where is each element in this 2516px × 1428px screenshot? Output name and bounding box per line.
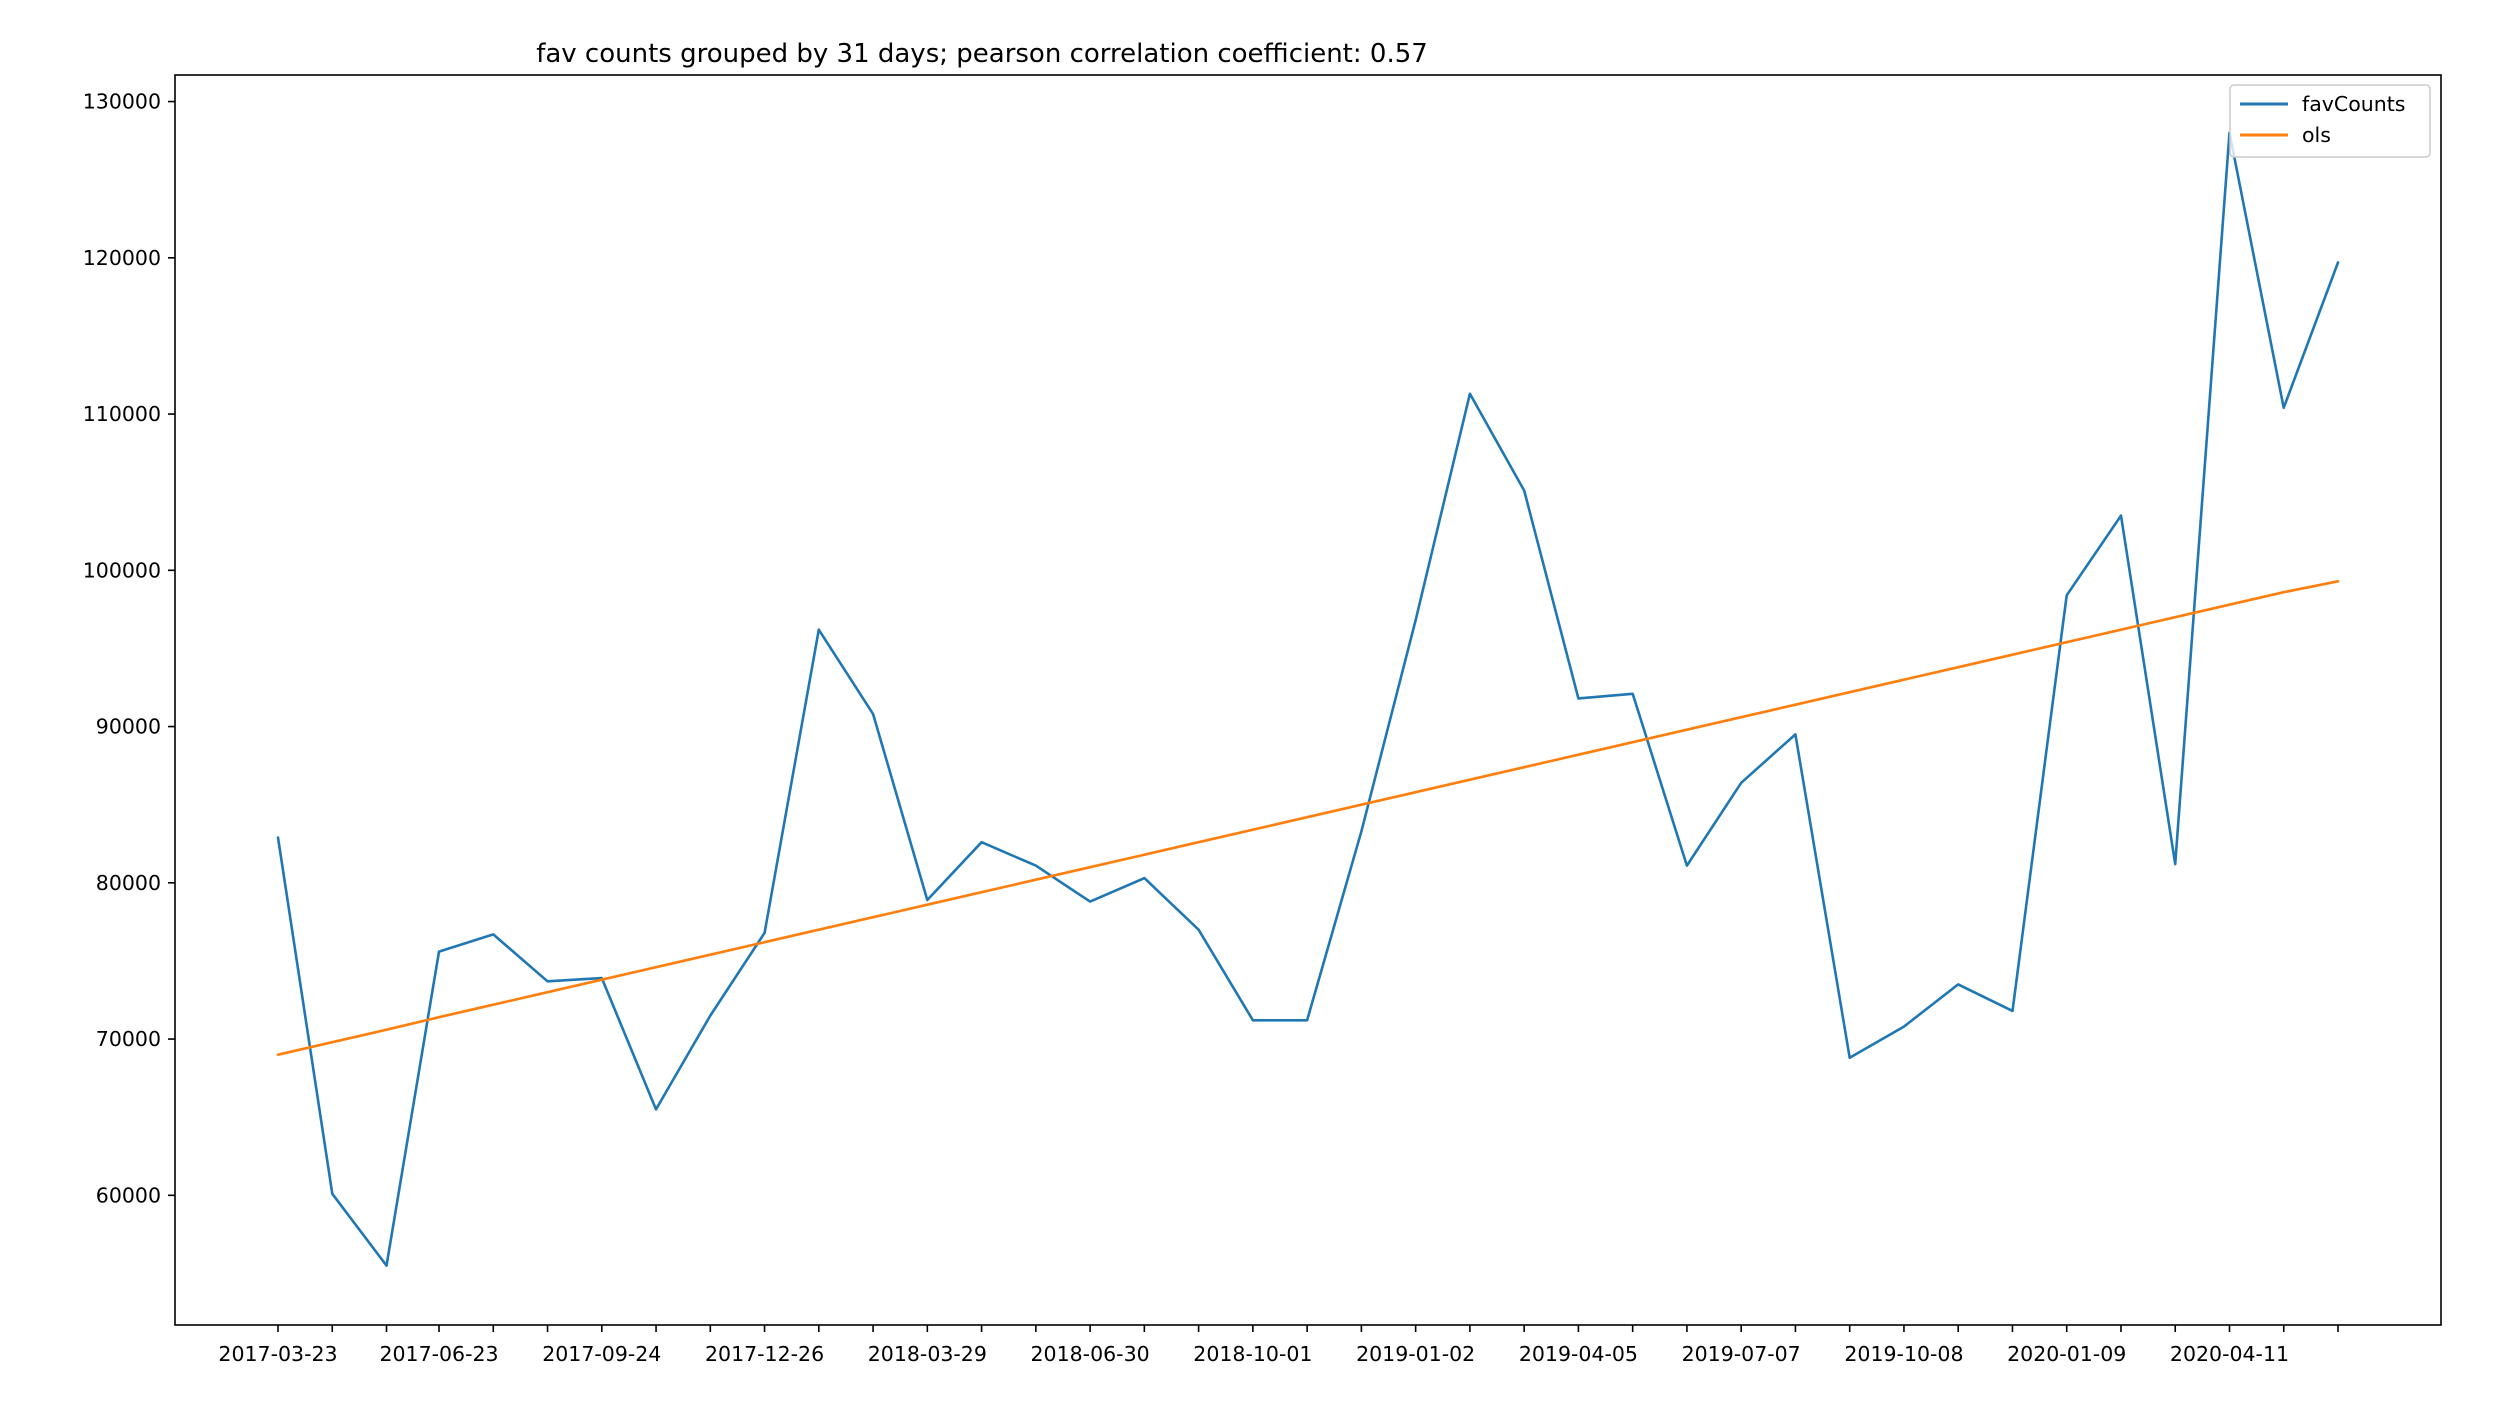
y-tick-label-110000: 110000 — [83, 402, 161, 426]
legend: favCounts ols — [2229, 84, 2431, 158]
x-tick-label-2017-03-23: 2017-03-23 — [218, 1342, 337, 1366]
x-tick-label-2020-01-09: 2020-01-09 — [2007, 1342, 2126, 1366]
legend-label-favcounts: favCounts — [2302, 92, 2405, 116]
x-tick-label-2018-06-30: 2018-06-30 — [1031, 1342, 1150, 1366]
y-tick-label-100000: 100000 — [83, 558, 161, 582]
series-layer — [276, 131, 2340, 1267]
y-tick-label-130000: 130000 — [83, 90, 161, 114]
x-axis: 2017-03-23 2017-06-23 2017-09-24 2017-12-26… — [218, 1325, 2339, 1366]
x-tick-label-2018-10-01: 2018-10-01 — [1193, 1342, 1312, 1366]
x-tick-label-2017-06-23: 2017-06-23 — [379, 1342, 498, 1366]
series-line-ols — [276, 579, 2340, 1056]
x-tick-label-2018-03-29: 2018-03-29 — [868, 1342, 987, 1366]
x-tick-label-2019-04-05: 2019-04-05 — [1519, 1342, 1638, 1366]
y-tick-label-80000: 80000 — [96, 871, 161, 895]
y-axis: 60000 70000 80000 90000 100000 110000 120000 13… — [83, 90, 175, 1207]
legend-label-ols: ols — [2302, 123, 2331, 147]
x-tick-label-2019-01-02: 2019-01-02 — [1356, 1342, 1475, 1366]
y-tick-label-90000: 90000 — [96, 715, 161, 739]
chart-title: fav counts grouped by 31 days; pearson c… — [536, 39, 1428, 69]
x-tick-label-2017-12-26: 2017-12-26 — [705, 1342, 824, 1366]
x-tick-label-2019-07-07: 2019-07-07 — [1682, 1342, 1801, 1366]
x-tick-label-2019-10-08: 2019-10-08 — [1844, 1342, 1963, 1366]
y-tick-label-120000: 120000 — [83, 246, 161, 270]
x-tick-label-2017-09-24: 2017-09-24 — [542, 1342, 661, 1366]
y-tick-label-60000: 60000 — [96, 1183, 161, 1207]
plot-frame — [174, 74, 2442, 1326]
y-tick-label-70000: 70000 — [96, 1027, 161, 1051]
x-tick-label-2020-04-11: 2020-04-11 — [2170, 1342, 2289, 1366]
series-line-favcounts — [276, 131, 2340, 1267]
